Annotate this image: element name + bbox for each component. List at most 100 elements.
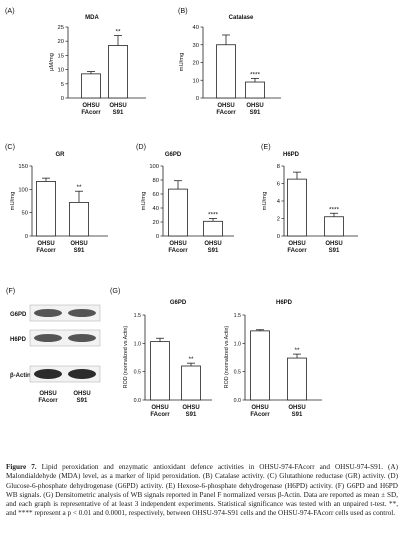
category-label: OHSU [182,405,199,411]
category-label: OHSU [151,405,168,411]
y-axis-label: ROD (normalized vs Actin) [123,326,129,389]
y-axis-label: mU/mg [262,192,268,211]
category-label: S91 [208,248,219,254]
category-label: OHSU [82,103,99,109]
y-tick-label: 15 [58,53,64,59]
bar [181,365,201,401]
chart-title: MDA [85,15,99,21]
chart-panel-2: (B)Catalase010203040mU/mgOHSUFAcorr****O… [178,6,281,116]
category-label: FAcorr [168,248,188,254]
category-label: FAcorr [150,412,170,418]
blot-strip [29,304,101,322]
chart-title: H6PD [283,152,300,158]
blot-lane-label: OHSU [39,391,56,397]
category-label: OHSU [204,241,221,247]
y-tick-label: 40 [193,25,199,31]
bar [216,44,236,99]
category-label: S91 [329,248,340,254]
category-label: S91 [250,110,261,116]
chart-title: G6PD [170,300,187,306]
blot-band [34,334,62,342]
category-label: OHSU [169,241,186,247]
y-axis-label: mU/mg [141,192,147,211]
category-label: FAcorr [216,110,236,116]
y-tick-label: 20 [58,39,64,45]
bar [324,216,344,237]
y-axis-label: mU/mg [10,192,16,211]
figure-caption: Figure 7. Lipid peroxidation and enzymat… [6,463,398,519]
significance-label: ** [294,347,300,354]
significance-label: **** [208,212,219,219]
category-label: OHSU [37,241,54,247]
bar [245,81,265,99]
y-tick-label: 1.5 [134,313,141,319]
y-tick-label: 0 [25,234,28,240]
y-tick-label: 0 [196,96,199,102]
y-tick-label: 30 [193,43,199,49]
blot-row-label: G6PD [10,312,27,318]
chart-title: G6PD [165,152,182,158]
chart-title: Catalase [229,15,254,21]
category-label: OHSU [246,103,263,109]
blot-lane-label: OHSU [73,391,90,397]
y-tick-label: 0.0 [134,398,141,404]
caption-lead: Figure 7. [6,463,37,471]
significance-label: ** [115,29,121,36]
category-label: S91 [186,412,197,418]
chart-title: GR [56,152,66,158]
significance-label: ** [188,356,194,363]
chart-panel-4: (D)G6PD020406080100mU/mgOHSUFAcorr****OH… [136,142,234,254]
significance-label: ** [76,184,82,191]
category-label: OHSU [288,241,305,247]
category-label: S91 [292,412,303,418]
bar [81,73,101,99]
y-tick-label: 25 [58,25,64,31]
caption-text: Lipid peroxidation and enzymatic antioxi… [6,463,398,518]
category-label: OHSU [251,405,268,411]
bar [203,220,223,237]
blot-band [68,369,96,379]
y-tick-label: 10 [193,78,199,84]
y-tick-label: 0 [277,234,280,240]
y-tick-label: 1.5 [234,313,241,319]
blot-band [34,369,62,379]
chart-title: H6PD [276,300,293,306]
category-label: OHSU [325,241,342,247]
y-tick-label: 0.5 [134,370,141,376]
y-tick-label: 1.0 [134,341,141,347]
y-tick-label: 150 [18,164,28,170]
bar [108,45,128,99]
bar [150,341,170,401]
bar [36,180,56,237]
y-tick-label: 0.0 [234,398,241,404]
y-axis-label: µM/mg [49,53,55,71]
panel-label: (B) [178,6,188,15]
blot-row-label: β-Actin [10,373,31,379]
y-tick-label: 40 [153,206,159,212]
significance-label: **** [250,71,261,78]
y-tick-label: 5 [61,82,64,88]
y-axis-label: mU/mg [179,53,185,72]
category-label: S91 [74,248,85,254]
panel-label: (G) [110,286,120,295]
chart-panel-6: (G) G6PD 0.0 0.5 1.0 1.5 ROD (normalized vs Ac… [110,286,212,418]
category-label: S91 [113,110,124,116]
y-tick-label: 4 [277,199,281,205]
category-label: FAcorr [36,248,56,254]
blot-lane-label: FAcorr [38,398,58,404]
y-tick-label: 2 [277,217,280,223]
y-tick-label: 20 [153,220,159,226]
panel-label: (E) [261,142,271,151]
chart-panel-7: H6PD 0.0 0.5 1.0 1.5 ROD (normalized vs Actin… [224,300,322,418]
category-label: FAcorr [81,110,101,116]
y-tick-label: 8 [277,164,280,170]
bar [69,201,89,237]
y-tick-label: 1.0 [234,341,241,347]
category-label: OHSU [217,103,234,109]
bar [287,178,307,237]
y-tick-label: 100 [149,164,159,170]
category-label: FAcorr [287,248,307,254]
y-tick-label: 0 [156,234,159,240]
